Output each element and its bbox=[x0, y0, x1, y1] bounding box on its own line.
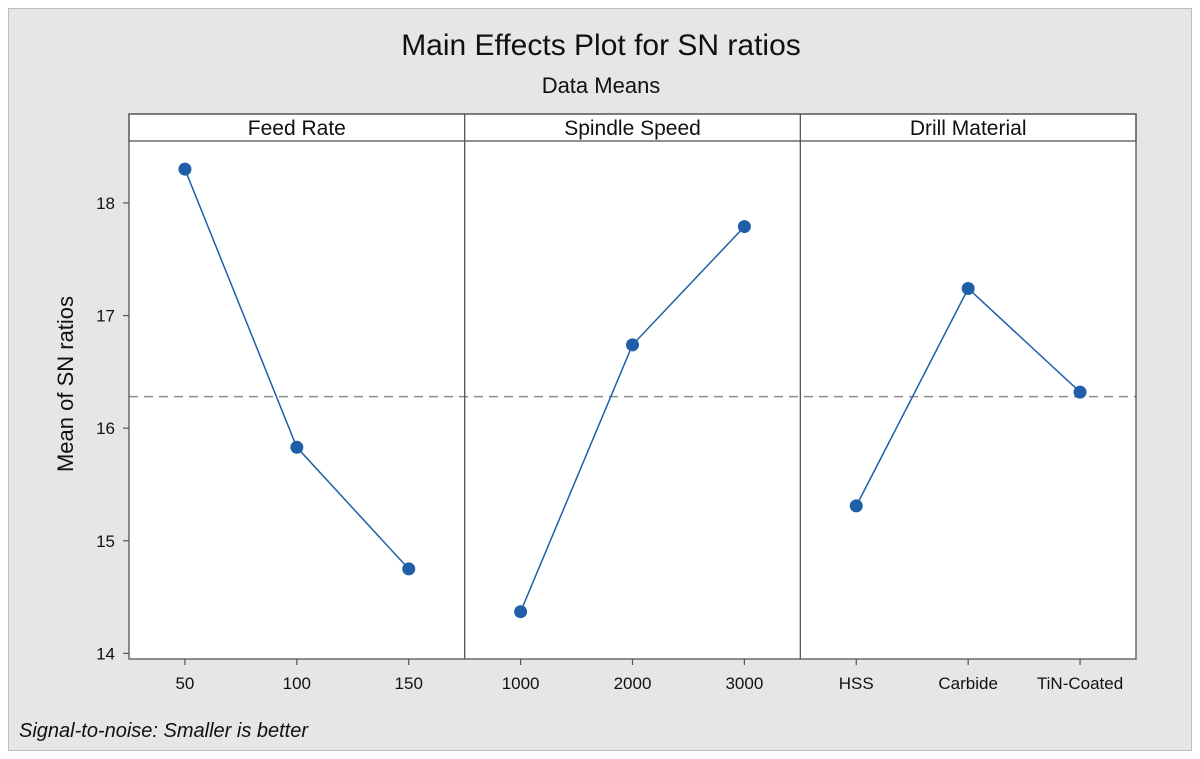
x-tick-label: 150 bbox=[395, 674, 423, 693]
data-point bbox=[178, 162, 192, 176]
data-point bbox=[961, 282, 975, 296]
y-axis-label: Mean of SN ratios bbox=[53, 296, 78, 472]
y-tick-label: 16 bbox=[96, 419, 115, 438]
y-tick-label: 17 bbox=[96, 307, 115, 326]
x-tick-label: 50 bbox=[175, 674, 194, 693]
y-tick-label: 18 bbox=[96, 194, 115, 213]
panel-label-drill-material: Drill Material bbox=[910, 117, 1027, 140]
data-point bbox=[737, 220, 751, 234]
plot-area: Feed Rate 50 100 150 Spindle Speed 1000 2000 30… bbox=[96, 113, 1137, 693]
main-effects-chart: Main Effects Plot for SN ratios Data Mea… bbox=[19, 29, 1137, 742]
data-point bbox=[290, 440, 304, 454]
x-tick-label: 2000 bbox=[614, 674, 652, 693]
x-tick-label: TiN-Coated bbox=[1037, 674, 1123, 693]
data-point bbox=[626, 338, 639, 352]
data-point bbox=[849, 499, 863, 513]
x-tick-label: 3000 bbox=[725, 674, 763, 693]
y-tick-label: 14 bbox=[96, 644, 115, 663]
x-tick-label: HSS bbox=[839, 674, 874, 693]
chart-subtitle: Data Means bbox=[542, 73, 661, 98]
chart-frame: Main Effects Plot for SN ratios Data Mea… bbox=[8, 8, 1192, 751]
plot-background bbox=[129, 141, 1136, 659]
panel-label-feed-rate: Feed Rate bbox=[248, 117, 346, 140]
data-point bbox=[1073, 385, 1087, 399]
data-point bbox=[514, 605, 528, 619]
x-tick-label: Carbide bbox=[938, 674, 998, 693]
chart-title: Main Effects Plot for SN ratios bbox=[401, 29, 801, 62]
footnote: Signal-to-noise: Smaller is better bbox=[19, 720, 309, 742]
x-tick-label: 1000 bbox=[502, 674, 540, 693]
y-tick-label: 15 bbox=[96, 532, 115, 551]
panel-label-spindle-speed: Spindle Speed bbox=[564, 117, 701, 140]
data-point bbox=[402, 562, 416, 576]
x-tick-label: 100 bbox=[283, 674, 311, 693]
plot-border bbox=[128, 113, 1137, 660]
